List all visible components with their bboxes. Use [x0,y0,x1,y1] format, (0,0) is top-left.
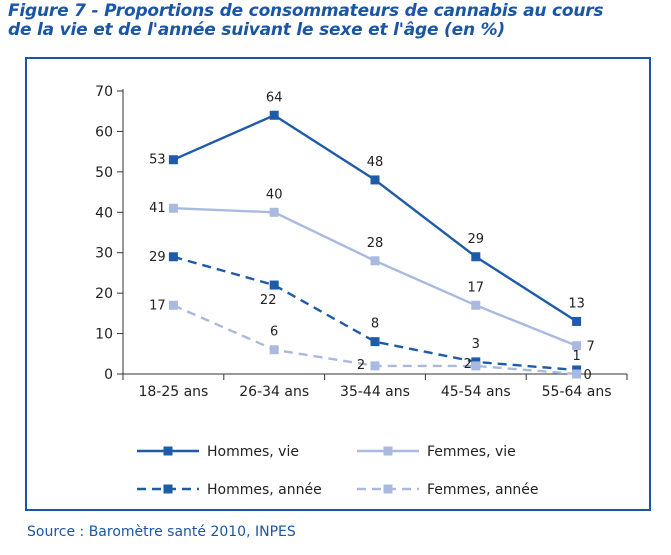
data-point [370,256,380,266]
data-label: 64 [266,90,283,105]
data-point [370,361,380,371]
x-tick-label: 45-54 ans [441,384,511,400]
data-point [370,337,380,347]
figure-title-line-1: Figure 7 - Proportions de consommateurs … [8,1,604,21]
legend-marker [163,484,173,494]
x-tick-label: 35-44 ans [340,384,410,400]
legend-marker [383,446,393,456]
data-label: 41 [149,201,166,216]
y-tick-label: 70 [95,84,113,100]
data-label: 40 [266,187,283,202]
data-label: 29 [149,250,166,265]
data-point [572,341,582,351]
chart-frame: 0 10 20 30 40 50 60 70 18-25 ans 26-34 ans 35-44 a… [25,57,651,511]
data-point [269,207,279,217]
data-label: 7 [586,340,594,355]
figure-title: Figure 7 - Proportions de consommateurs … [8,2,663,40]
series-line [172,113,578,323]
data-point [269,280,279,290]
y-tick-label: 0 [104,367,113,383]
legend-marker [163,446,173,456]
data-point [370,175,380,185]
data-point [471,300,481,310]
data-point [269,345,279,355]
y-tick-label: 10 [95,327,113,343]
data-point [168,155,178,165]
data-label: 3 [472,337,480,352]
data-label: 2 [464,357,472,372]
data-label: 53 [149,153,166,168]
data-point [471,252,481,262]
data-label: 17 [468,280,485,295]
legend-label: Femmes, vie [427,444,516,460]
series-line [173,255,577,372]
x-tick-label: 26-34 ans [239,384,309,400]
data-label: 0 [583,368,591,383]
data-label: 29 [468,232,485,247]
legend-label: Hommes, année [207,482,322,498]
y-tick-label: 60 [95,124,113,140]
y-tick-label: 40 [95,205,113,221]
data-label: 28 [367,236,384,251]
data-point [471,361,481,371]
legend-label: Femmes, année [427,482,539,498]
data-point [572,369,582,379]
data-label: 48 [367,155,384,170]
data-label: 17 [149,298,166,313]
source-note: Source : Baromètre santé 2010, INPES [27,524,296,540]
y-tick-label: 30 [95,246,113,262]
data-point [168,203,178,213]
data-label: 6 [270,325,278,340]
legend-label: Hommes, vie [207,444,299,460]
data-label: 13 [568,296,585,311]
y-tick-label: 50 [95,165,113,181]
data-point [168,300,178,310]
data-label: 22 [260,293,277,308]
x-tick-label: 18-25 ans [138,384,208,400]
y-tick-label: 20 [95,286,113,302]
figure-title-line-2: de la vie et de l'année suivant le sexe … [8,20,505,40]
x-tick-label: 55-64 ans [542,384,612,400]
data-point [572,316,582,326]
legend-marker [383,484,393,494]
data-point [168,252,178,262]
data-label: 1 [572,349,580,364]
data-label: 8 [371,317,379,332]
data-label: 2 [357,358,365,373]
data-point [269,110,279,120]
